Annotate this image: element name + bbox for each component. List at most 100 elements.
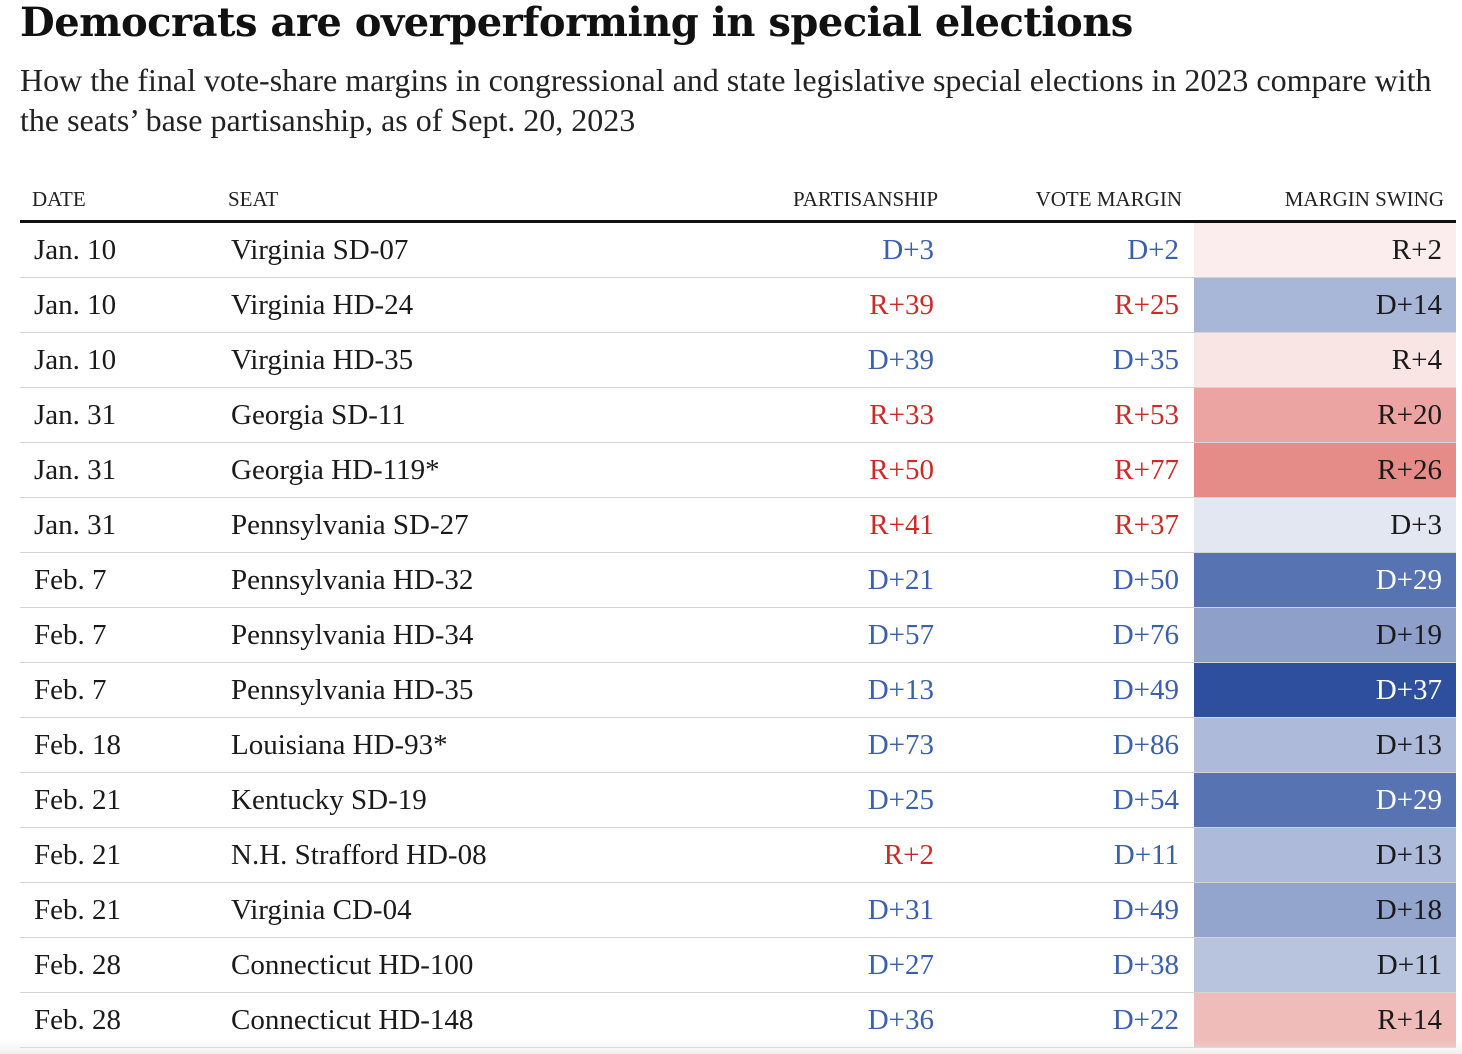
table-row: Jan. 31 Georgia SD-11 R+33 R+53 R+20 <box>20 388 1456 443</box>
cell-margin-swing: D+29 <box>1375 564 1442 596</box>
cell-vote-margin: D+2 <box>1127 234 1179 266</box>
swing-heat-cell: R+2 <box>1194 223 1456 277</box>
cell-seat: Connecticut HD-148 <box>231 1004 474 1036</box>
cell-seat: N.H. Strafford HD-08 <box>231 839 487 871</box>
cell-seat: Georgia SD-11 <box>231 399 406 431</box>
cell-margin-swing: D+19 <box>1375 619 1442 651</box>
cell-date: Jan. 10 <box>34 344 117 376</box>
swing-heat-cell: D+37 <box>1194 663 1456 717</box>
cell-margin-swing: D+29 <box>1375 784 1442 816</box>
cell-seat: Louisiana HD-93* <box>231 729 448 761</box>
table-row: Feb. 21 Virginia CD-04 D+31 D+49 D+18 <box>20 883 1456 938</box>
cell-seat: Pennsylvania SD-27 <box>231 509 469 541</box>
table-row: Feb. 28 Connecticut HD-148 D+36 D+22 R+14 <box>20 993 1456 1048</box>
table-row: Feb. 7 Pennsylvania HD-32 D+21 D+50 D+29 <box>20 553 1456 608</box>
cell-partisanship: D+13 <box>867 674 934 706</box>
table-row: Jan. 10 Virginia HD-35 D+39 D+35 R+4 <box>20 333 1456 388</box>
cell-seat: Pennsylvania HD-34 <box>231 619 474 651</box>
table-row: Feb. 21 Kentucky SD-19 D+25 D+54 D+29 <box>20 773 1456 828</box>
cell-partisanship: D+57 <box>867 619 934 651</box>
swing-heat-cell: D+13 <box>1194 718 1456 772</box>
cell-vote-margin: D+76 <box>1112 619 1179 651</box>
column-header-partisanship[interactable]: PARTISANSHIP <box>792 187 938 211</box>
table-row: Jan. 10 Virginia HD-24 R+39 R+25 D+14 <box>20 278 1456 333</box>
cell-date: Feb. 21 <box>34 894 121 926</box>
cell-date: Jan. 31 <box>34 509 117 541</box>
column-header-vote-margin[interactable]: VOTE MARGIN <box>1035 187 1182 211</box>
cell-date: Feb. 7 <box>34 674 107 706</box>
cell-date: Feb. 21 <box>34 839 121 871</box>
cell-seat: Virginia HD-35 <box>231 344 414 376</box>
cell-vote-margin: R+77 <box>1114 454 1179 486</box>
cell-partisanship: D+27 <box>867 949 934 981</box>
cell-date: Feb. 7 <box>34 619 107 651</box>
cell-seat: Virginia SD-07 <box>231 234 409 266</box>
cell-margin-swing: R+4 <box>1391 344 1442 376</box>
table-header: DATE SEAT PARTISANSHIP VOTE MARGIN MARGI… <box>20 178 1456 223</box>
cell-date: Feb. 18 <box>34 729 121 761</box>
cell-seat: Georgia HD-119* <box>231 454 440 486</box>
cell-seat: Pennsylvania HD-32 <box>231 564 474 596</box>
swing-heat-cell: R+4 <box>1194 333 1456 387</box>
cell-partisanship: R+50 <box>869 454 934 486</box>
cell-seat: Virginia CD-04 <box>231 894 412 926</box>
cell-seat: Connecticut HD-100 <box>231 949 474 981</box>
cell-partisanship: D+39 <box>867 344 934 376</box>
chart-title: Democrats are overperforming in special … <box>20 0 1133 46</box>
cell-seat: Kentucky SD-19 <box>231 784 427 816</box>
cell-date: Jan. 31 <box>34 399 117 431</box>
cell-vote-margin: D+11 <box>1113 839 1179 871</box>
cell-date: Feb. 21 <box>34 784 121 816</box>
swing-heat-cell: D+19 <box>1194 608 1456 662</box>
results-table: DATE SEAT PARTISANSHIP VOTE MARGIN MARGI… <box>20 178 1456 1048</box>
cell-margin-swing: D+18 <box>1375 894 1442 926</box>
cell-seat: Pennsylvania HD-35 <box>231 674 474 706</box>
swing-heat-cell: D+14 <box>1194 278 1456 332</box>
cell-partisanship: D+36 <box>867 1004 934 1036</box>
chart-subtitle: How the final vote-share margins in cong… <box>20 62 1432 138</box>
column-header-date[interactable]: DATE <box>32 187 86 211</box>
cell-date: Feb. 7 <box>34 564 107 596</box>
cell-partisanship: D+21 <box>867 564 934 596</box>
swing-heat-cell: D+11 <box>1194 938 1456 992</box>
swing-heat-cell: R+26 <box>1194 443 1456 497</box>
cell-vote-margin: D+86 <box>1112 729 1179 761</box>
swing-heat-cell: D+3 <box>1194 498 1456 552</box>
cell-vote-margin: D+50 <box>1112 564 1179 596</box>
swing-heat-cell: D+29 <box>1194 773 1456 827</box>
cell-partisanship: D+73 <box>867 729 934 761</box>
cell-partisanship: R+2 <box>883 839 934 871</box>
cell-margin-swing: R+20 <box>1377 399 1442 431</box>
cell-margin-swing: D+3 <box>1390 509 1442 541</box>
column-header-seat[interactable]: SEAT <box>228 187 279 211</box>
cell-vote-margin: D+54 <box>1112 784 1179 816</box>
column-header-margin-swing[interactable]: MARGIN SWING <box>1284 187 1444 211</box>
cell-date: Jan. 31 <box>34 454 117 486</box>
cell-date: Jan. 10 <box>34 289 117 321</box>
cell-partisanship: R+33 <box>869 399 934 431</box>
cell-margin-swing: R+26 <box>1377 454 1442 486</box>
table-row: Feb. 21 N.H. Strafford HD-08 R+2 D+11 D+13 <box>20 828 1456 883</box>
table-row: Feb. 28 Connecticut HD-100 D+27 D+38 D+11 <box>20 938 1456 993</box>
cell-margin-swing: D+37 <box>1375 674 1442 706</box>
cell-vote-margin: D+35 <box>1112 344 1179 376</box>
cell-margin-swing: D+13 <box>1375 839 1442 871</box>
cell-vote-margin: R+37 <box>1114 509 1179 541</box>
cell-margin-swing: R+2 <box>1391 234 1442 266</box>
cell-margin-swing: D+13 <box>1375 729 1442 761</box>
swing-heat-cell: D+18 <box>1194 883 1456 937</box>
cell-partisanship: D+31 <box>867 894 934 926</box>
swing-heat-cell: R+20 <box>1194 388 1456 442</box>
cell-partisanship: D+25 <box>867 784 934 816</box>
cell-date: Feb. 28 <box>34 1004 121 1036</box>
table-row: Feb. 18 Louisiana HD-93* D+73 D+86 D+13 <box>20 718 1456 773</box>
table-row: Jan. 31 Pennsylvania SD-27 R+41 R+37 D+3 <box>20 498 1456 553</box>
table-row: Feb. 7 Pennsylvania HD-35 D+13 D+49 D+37 <box>20 663 1456 718</box>
cell-seat: Virginia HD-24 <box>231 289 414 321</box>
cell-margin-swing: R+14 <box>1377 1004 1442 1036</box>
cell-date: Feb. 28 <box>34 949 121 981</box>
cell-partisanship: D+3 <box>882 234 934 266</box>
table-body: Jan. 10 Virginia SD-07 D+3 D+2 R+2 Jan. 10 Vir… <box>20 223 1456 1048</box>
cell-partisanship: R+41 <box>869 509 934 541</box>
